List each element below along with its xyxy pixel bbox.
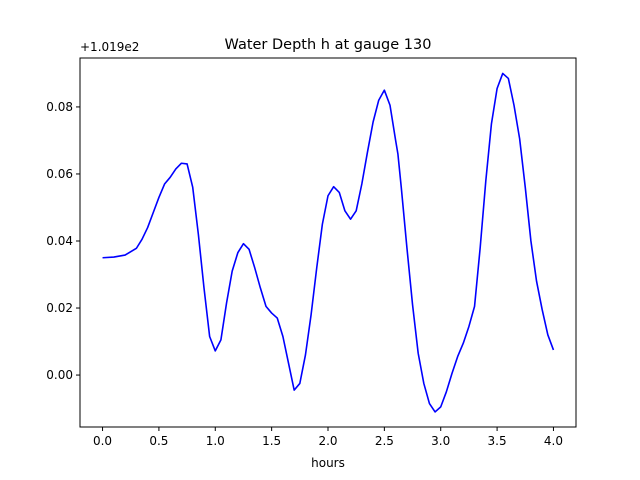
y-tick-label: 0.08 xyxy=(46,100,73,114)
y-tick-label: 0.06 xyxy=(46,167,73,181)
x-tick-label: 2.0 xyxy=(318,434,337,448)
y-tick-label: 0.00 xyxy=(46,368,73,382)
plot-area: 0.0 0.5 1.0 1.5 2.0 2.5 3.0 3.5 4.0 0.00 0.02 0.04 0… xyxy=(46,57,577,448)
chart-title: Water Depth h at gauge 130 xyxy=(225,37,432,53)
x-tick-label: 3.5 xyxy=(488,434,507,448)
x-tick-label: 0.0 xyxy=(93,434,112,448)
x-axis-label: hours xyxy=(311,456,345,470)
x-tick-label: 3.0 xyxy=(431,434,450,448)
x-tick-label: 0.5 xyxy=(149,434,168,448)
y-tick-label: 0.04 xyxy=(46,234,73,248)
x-tick-label: 2.5 xyxy=(375,434,394,448)
x-tick-label: 4.0 xyxy=(544,434,563,448)
x-tick-label: 1.0 xyxy=(206,434,225,448)
y-tick-label: 0.02 xyxy=(46,301,73,315)
x-tick-label: 1.5 xyxy=(262,434,281,448)
series-line-0 xyxy=(102,72,555,413)
y-offset-text: +1.019e2 xyxy=(80,40,139,54)
